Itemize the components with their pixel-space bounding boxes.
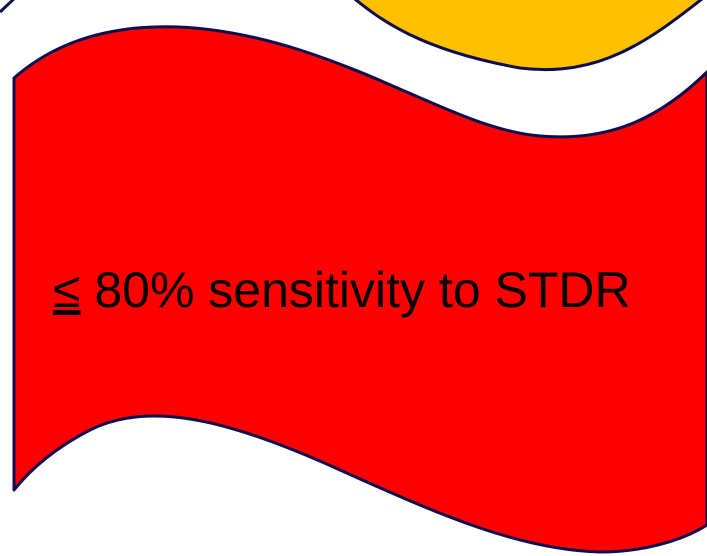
banner-label-text: 80% sensitivity to STDR: [80, 262, 630, 318]
upper-yellow-banner: [353, 0, 704, 72]
red-wave-banner: [12, 25, 707, 554]
less-than-or-equal-symbol: ≤: [53, 262, 80, 318]
upper-banner-corner-edge: [0, 0, 15, 14]
banner-label: ≤ 80% sensitivity to STDR: [53, 262, 631, 318]
